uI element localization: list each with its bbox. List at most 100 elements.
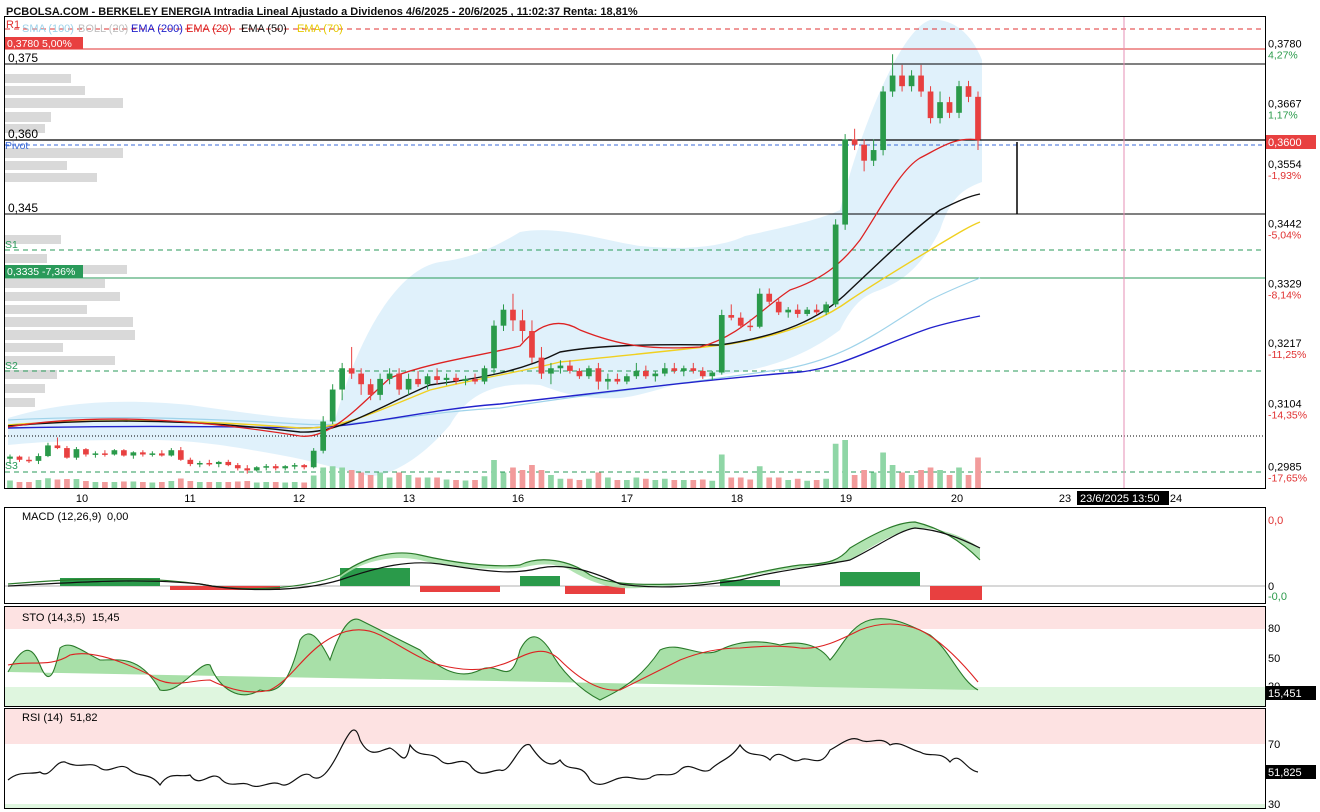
candle-body xyxy=(386,373,393,379)
candle-body xyxy=(576,370,583,377)
candle-body xyxy=(291,465,298,467)
volume-bar xyxy=(310,475,317,488)
candle-body xyxy=(130,452,137,456)
legend-ema20: EMA (20) xyxy=(186,23,232,35)
macd-title: MACD (12,26,9) xyxy=(22,511,101,523)
volume-bar xyxy=(747,479,754,488)
candle-body xyxy=(804,309,811,314)
pivot-label: Pivot xyxy=(5,140,28,152)
price-axis-pct: -14,35% xyxy=(1268,409,1307,421)
candle-body xyxy=(462,378,469,382)
rsi-line xyxy=(7,729,979,787)
candle-body xyxy=(747,325,754,328)
level-0345-label: 0,345 xyxy=(8,201,38,215)
candle-body xyxy=(35,456,42,461)
candle-body xyxy=(500,309,507,326)
volume-bar xyxy=(718,454,725,488)
price-axis-label: 0,3780 xyxy=(1268,39,1302,51)
candle-body xyxy=(396,373,402,390)
candle-body xyxy=(424,376,431,385)
candle-body xyxy=(775,301,782,313)
volume-bar xyxy=(690,480,697,488)
volume-bar xyxy=(529,465,535,488)
volume-bar xyxy=(73,479,80,488)
price-axis-pct: -17,65% xyxy=(1268,473,1307,485)
volume-bar xyxy=(557,478,564,488)
sto-badge-bg xyxy=(1266,686,1316,700)
volume-bar xyxy=(633,477,640,488)
candle-body xyxy=(73,449,80,458)
candle-body xyxy=(737,317,744,326)
candle-body xyxy=(899,75,905,87)
volume-bar xyxy=(870,472,877,488)
macd-line xyxy=(7,521,981,590)
cursor-date-label: 23/6/2025 13:50 xyxy=(1080,493,1160,505)
candle-body xyxy=(946,102,953,113)
price-axis-pct: -1,93% xyxy=(1268,170,1301,182)
macd-signal-line xyxy=(7,527,981,591)
volume-bar xyxy=(813,480,820,488)
volume-bar xyxy=(709,480,716,488)
x-label-23: 23 xyxy=(1059,493,1071,505)
candle-body xyxy=(329,389,336,422)
rsi-axis-70: 70 xyxy=(1268,739,1280,751)
candle-body xyxy=(16,456,23,460)
volume-bar xyxy=(519,470,526,488)
volume-bar xyxy=(196,482,203,488)
volume-bar xyxy=(111,482,118,488)
volume-bar xyxy=(272,482,279,488)
legend-ema200: EMA (200) xyxy=(131,23,183,35)
volume-bar xyxy=(538,470,545,488)
volume-bar xyxy=(168,481,175,488)
candle-body xyxy=(491,325,497,369)
legend-ema70: EMA (70) xyxy=(297,23,343,35)
candle-body xyxy=(586,368,592,377)
cursor-date-box xyxy=(1077,491,1169,505)
candle-body xyxy=(529,331,535,358)
candle-body xyxy=(595,368,602,382)
volume-bar xyxy=(956,467,962,488)
volume-bar xyxy=(472,480,478,488)
low-tag-bg xyxy=(5,265,83,278)
candle-body xyxy=(234,465,241,469)
candle-body xyxy=(965,86,972,97)
candle-body xyxy=(215,461,222,465)
candle-body xyxy=(680,368,687,371)
rsi-axis-30: 30 xyxy=(1268,799,1280,811)
candle-body xyxy=(158,453,165,456)
macd-value: 0,00 xyxy=(107,511,128,523)
volume-bar xyxy=(728,477,735,488)
volume-bar xyxy=(64,479,70,488)
candle-body xyxy=(823,304,830,313)
candle-body xyxy=(263,466,270,468)
candle-body xyxy=(918,75,924,92)
ema-200-line xyxy=(7,315,981,429)
volume-bar xyxy=(737,477,744,488)
candle-body xyxy=(690,368,697,371)
high-tag-bg xyxy=(5,37,83,49)
volume-bar xyxy=(680,480,687,488)
candle-body xyxy=(671,368,678,371)
volume-bar xyxy=(140,482,146,488)
price-axis-label: 0,3329 xyxy=(1268,279,1302,291)
indicator-legend: SMA (100) BOLL (20) EMA (200) EMA (20) E… xyxy=(22,23,343,35)
volume-bar xyxy=(244,481,251,488)
candle-body xyxy=(699,370,706,377)
s2-label: S2 xyxy=(5,360,18,372)
volume-bar xyxy=(121,481,127,488)
rsi-oversold-zone xyxy=(5,804,1265,808)
volume-bar xyxy=(16,482,23,488)
legend-ema50: EMA (50) xyxy=(241,23,287,35)
candle-body xyxy=(111,450,118,455)
volume-bar xyxy=(510,467,516,488)
volume-bar xyxy=(624,480,630,488)
candle-body xyxy=(282,466,289,469)
price-axis-label: 0,3667 xyxy=(1268,99,1302,111)
volume-bar xyxy=(908,475,915,488)
candle-body xyxy=(557,365,564,369)
macd-axis-bottom: -0,0 xyxy=(1268,591,1287,603)
volume-bar xyxy=(889,465,896,488)
volume-bar xyxy=(415,477,421,488)
price-axis-pct: -8,14% xyxy=(1268,290,1301,302)
volume-bar xyxy=(671,480,678,488)
